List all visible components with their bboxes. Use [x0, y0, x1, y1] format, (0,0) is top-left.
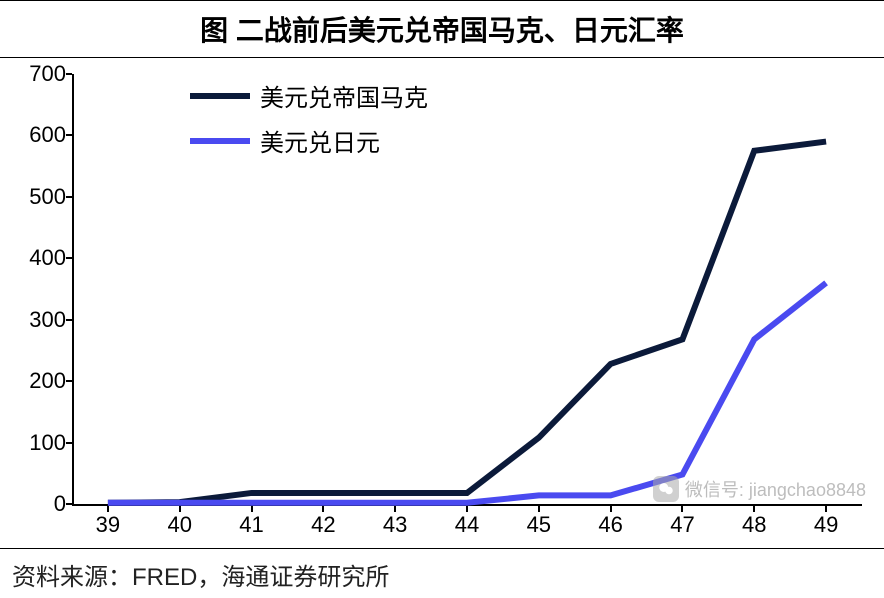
y-tick-label: 300 [6, 307, 66, 333]
x-tick-mark [753, 506, 755, 512]
y-tick-label: 0 [6, 491, 66, 517]
x-tick-label: 43 [383, 512, 407, 538]
x-tick-label: 47 [670, 512, 694, 538]
x-tick-mark [538, 506, 540, 512]
y-tick-mark [66, 503, 72, 505]
chart-title: 图 二战前后美元兑帝国马克、日元汇率 [0, 9, 884, 49]
watermark: 微信号: jiangchao8848 [653, 476, 866, 502]
y-tick-label: 200 [6, 368, 66, 394]
x-tick-label: 48 [742, 512, 766, 538]
x-tick-label: 44 [455, 512, 479, 538]
wechat-icon [653, 476, 679, 502]
y-tick-mark [66, 442, 72, 444]
x-tick-label: 39 [96, 512, 120, 538]
x-tick-label: 49 [814, 512, 838, 538]
x-tick-mark [179, 506, 181, 512]
y-tick-label: 100 [6, 430, 66, 456]
source-line: 资料来源：FRED，海通证券研究所 [0, 549, 884, 592]
x-tick-mark [107, 506, 109, 512]
legend-swatch [190, 93, 250, 99]
x-tick-mark [466, 506, 468, 512]
x-tick-label: 42 [311, 512, 335, 538]
y-tick-mark [66, 319, 72, 321]
x-tick-mark [322, 506, 324, 512]
y-tick-label: 500 [6, 184, 66, 210]
legend-label: 美元兑帝国马克 [260, 78, 428, 113]
x-tick-mark [681, 506, 683, 512]
series-line [108, 142, 826, 503]
x-tick-mark [610, 506, 612, 512]
y-tick-mark [66, 257, 72, 259]
y-tick-label: 700 [6, 61, 66, 87]
x-tick-mark [251, 506, 253, 512]
x-tick-mark [825, 506, 827, 512]
legend-item-yen: 美元兑日元 [190, 123, 428, 158]
legend-label: 美元兑日元 [260, 123, 380, 158]
y-tick-mark [66, 380, 72, 382]
x-tick-label: 40 [167, 512, 191, 538]
chart-title-bar: 图 二战前后美元兑帝国马克、日元汇率 [0, 0, 884, 58]
y-tick-label: 600 [6, 122, 66, 148]
x-tick-label: 45 [527, 512, 551, 538]
chart-plot [0, 58, 862, 508]
series-line [108, 283, 826, 503]
watermark-text: 微信号: jiangchao8848 [685, 476, 866, 502]
legend-swatch [190, 138, 250, 144]
chart-area: 美元兑帝国马克 美元兑日元 微信号: jiangchao8848 0 100 200… [0, 58, 884, 548]
y-tick-mark [66, 196, 72, 198]
y-tick-mark [66, 134, 72, 136]
legend: 美元兑帝国马克 美元兑日元 [190, 78, 428, 158]
y-tick-mark [66, 73, 72, 75]
y-tick-label: 400 [6, 245, 66, 271]
x-tick-label: 41 [239, 512, 263, 538]
x-tick-label: 46 [598, 512, 622, 538]
x-tick-mark [394, 506, 396, 512]
legend-item-reichsmark: 美元兑帝国马克 [190, 78, 428, 113]
